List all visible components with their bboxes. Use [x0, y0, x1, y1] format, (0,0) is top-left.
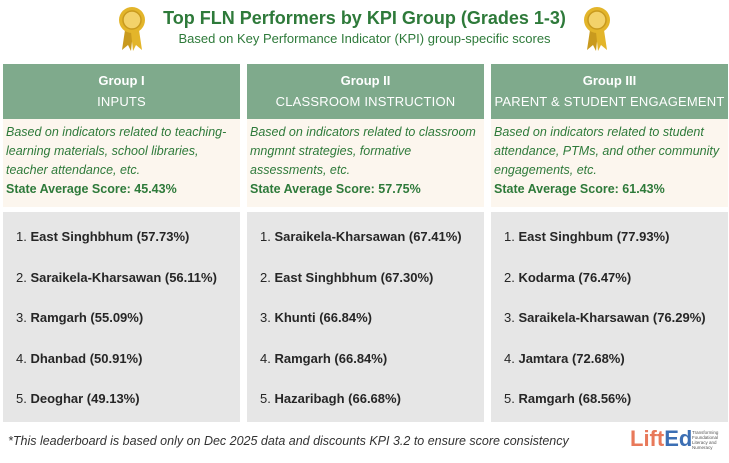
group-label: Group I — [98, 73, 145, 88]
district-name: Khunti (66.84%) — [274, 310, 372, 325]
district-name: Saraikela-Kharsawan (56.11%) — [30, 269, 217, 285]
medal-icon — [119, 7, 145, 51]
group-description: Based on indicators related to classroom… — [250, 125, 476, 177]
list-item: 4. Jamtara (72.68%) — [504, 351, 728, 392]
district-name: Ramgarh (68.56%) — [518, 391, 632, 406]
rank-number: 3. — [504, 310, 515, 325]
group-description-box: Based on indicators related to classroom… — [247, 119, 484, 207]
district-name: East Singhbum (77.93%) — [518, 229, 670, 244]
rank-number: 1. — [260, 229, 271, 244]
list-item: 3. Ramgarh (55.09%) — [16, 310, 240, 351]
rank-number: 2. — [504, 269, 515, 285]
list-item: 4. Ramgarh (66.84%) — [260, 351, 484, 392]
page-title: Top FLN Performers by KPI Group (Grades … — [163, 8, 566, 28]
logo-wordmark: LiftEd — [630, 426, 692, 452]
logo-lift: Lift — [630, 426, 665, 451]
lifted-logo: LiftEd Transforming Foundational Literac… — [630, 426, 725, 460]
group-name: INPUTS — [97, 94, 146, 109]
page-subtitle: Based on Key Performance Indicator (KPI)… — [178, 31, 551, 46]
rank-number: 2. — [16, 269, 27, 285]
rank-number: 5. — [504, 391, 515, 406]
rank-number: 4. — [260, 350, 271, 366]
group-header: Group III PARENT & STUDENT ENGAGEMENT — [491, 64, 728, 119]
rank-number: 4. — [16, 350, 27, 366]
ranking-list: 1. East Singhbhum (57.73%) 2. Saraikela-… — [3, 212, 240, 422]
rank-number: 3. — [16, 310, 27, 325]
group-label: Group III — [582, 73, 637, 88]
ranking-list: 1. Saraikela-Kharsawan (67.41%) 2. East … — [247, 212, 484, 422]
group-description: Based on indicators related to teaching-… — [6, 125, 227, 177]
group-description-box: Based on indicators related to teaching-… — [3, 119, 240, 207]
medal-icon — [584, 7, 610, 51]
list-item: 2. Saraikela-Kharsawan (56.11%) — [16, 270, 240, 311]
rank-number: 1. — [504, 229, 515, 244]
list-item: 1. East Singhbhum (57.73%) — [16, 229, 240, 270]
state-average: State Average Score: 61.43% — [494, 182, 665, 196]
list-item: 2. Kodarma (76.47%) — [504, 270, 728, 311]
district-name: Ramgarh (55.09%) — [30, 310, 144, 325]
rank-number: 5. — [16, 391, 27, 406]
district-name: East Singhbhum (57.73%) — [30, 229, 190, 244]
district-name: Jamtara (72.68%) — [518, 350, 625, 366]
logo-tagline: Transforming Foundational Literacy and N… — [692, 430, 719, 450]
district-name: Deoghar (49.13%) — [30, 391, 140, 406]
rank-number: 1. — [16, 229, 27, 244]
logo-ed: Ed — [664, 426, 693, 451]
group-header: Group II CLASSROOM INSTRUCTION — [247, 64, 484, 119]
district-name: Saraikela-Kharsawan (67.41%) — [274, 229, 462, 244]
list-item: 5. Hazaribagh (66.68%) — [260, 391, 484, 432]
list-item: 2. East Singhbhum (67.30%) — [260, 270, 484, 311]
group-name: PARENT & STUDENT ENGAGEMENT — [494, 94, 725, 109]
rank-number: 3. — [260, 310, 271, 325]
list-item: 5. Ramgarh (68.56%) — [504, 391, 728, 432]
list-item: 3. Khunti (66.84%) — [260, 310, 484, 351]
list-item: 3. Saraikela-Kharsawan (76.29%) — [504, 310, 728, 351]
district-name: Dhanbad (50.91%) — [30, 350, 143, 366]
rank-number: 5. — [260, 391, 271, 406]
group-column-2: Group II CLASSROOM INSTRUCTION Based on … — [247, 64, 484, 422]
group-description-box: Based on indicators related to student a… — [491, 119, 728, 207]
rank-number: 4. — [504, 350, 515, 366]
list-item: 5. Deoghar (49.13%) — [16, 391, 240, 432]
district-name: Kodarma (76.47%) — [518, 269, 632, 285]
group-label: Group II — [340, 73, 391, 88]
header: Top FLN Performers by KPI Group (Grades … — [0, 0, 729, 60]
group-header: Group I INPUTS — [3, 64, 240, 119]
footer-note: *This leaderboard is based only on Dec 2… — [8, 434, 569, 448]
list-item: 1. Saraikela-Kharsawan (67.41%) — [260, 229, 484, 270]
district-name: Hazaribagh (66.68%) — [274, 391, 401, 406]
district-name: Ramgarh (66.84%) — [274, 350, 388, 366]
group-description: Based on indicators related to student a… — [494, 125, 720, 177]
list-item: 1. East Singhbum (77.93%) — [504, 229, 728, 270]
district-name: East Singhbhum (67.30%) — [274, 269, 434, 285]
rank-number: 2. — [260, 269, 271, 285]
group-column-3: Group III PARENT & STUDENT ENGAGEMENT Ba… — [491, 64, 728, 422]
group-name: CLASSROOM INSTRUCTION — [275, 94, 456, 109]
ranking-list: 1. East Singhbum (77.93%) 2. Kodarma (76… — [491, 212, 728, 422]
state-average: State Average Score: 57.75% — [250, 182, 421, 196]
list-item: 4. Dhanbad (50.91%) — [16, 351, 240, 392]
district-name: Saraikela-Kharsawan (76.29%) — [518, 310, 706, 325]
state-average: State Average Score: 45.43% — [6, 182, 177, 196]
group-column-1: Group I INPUTS Based on indicators relat… — [3, 64, 240, 422]
